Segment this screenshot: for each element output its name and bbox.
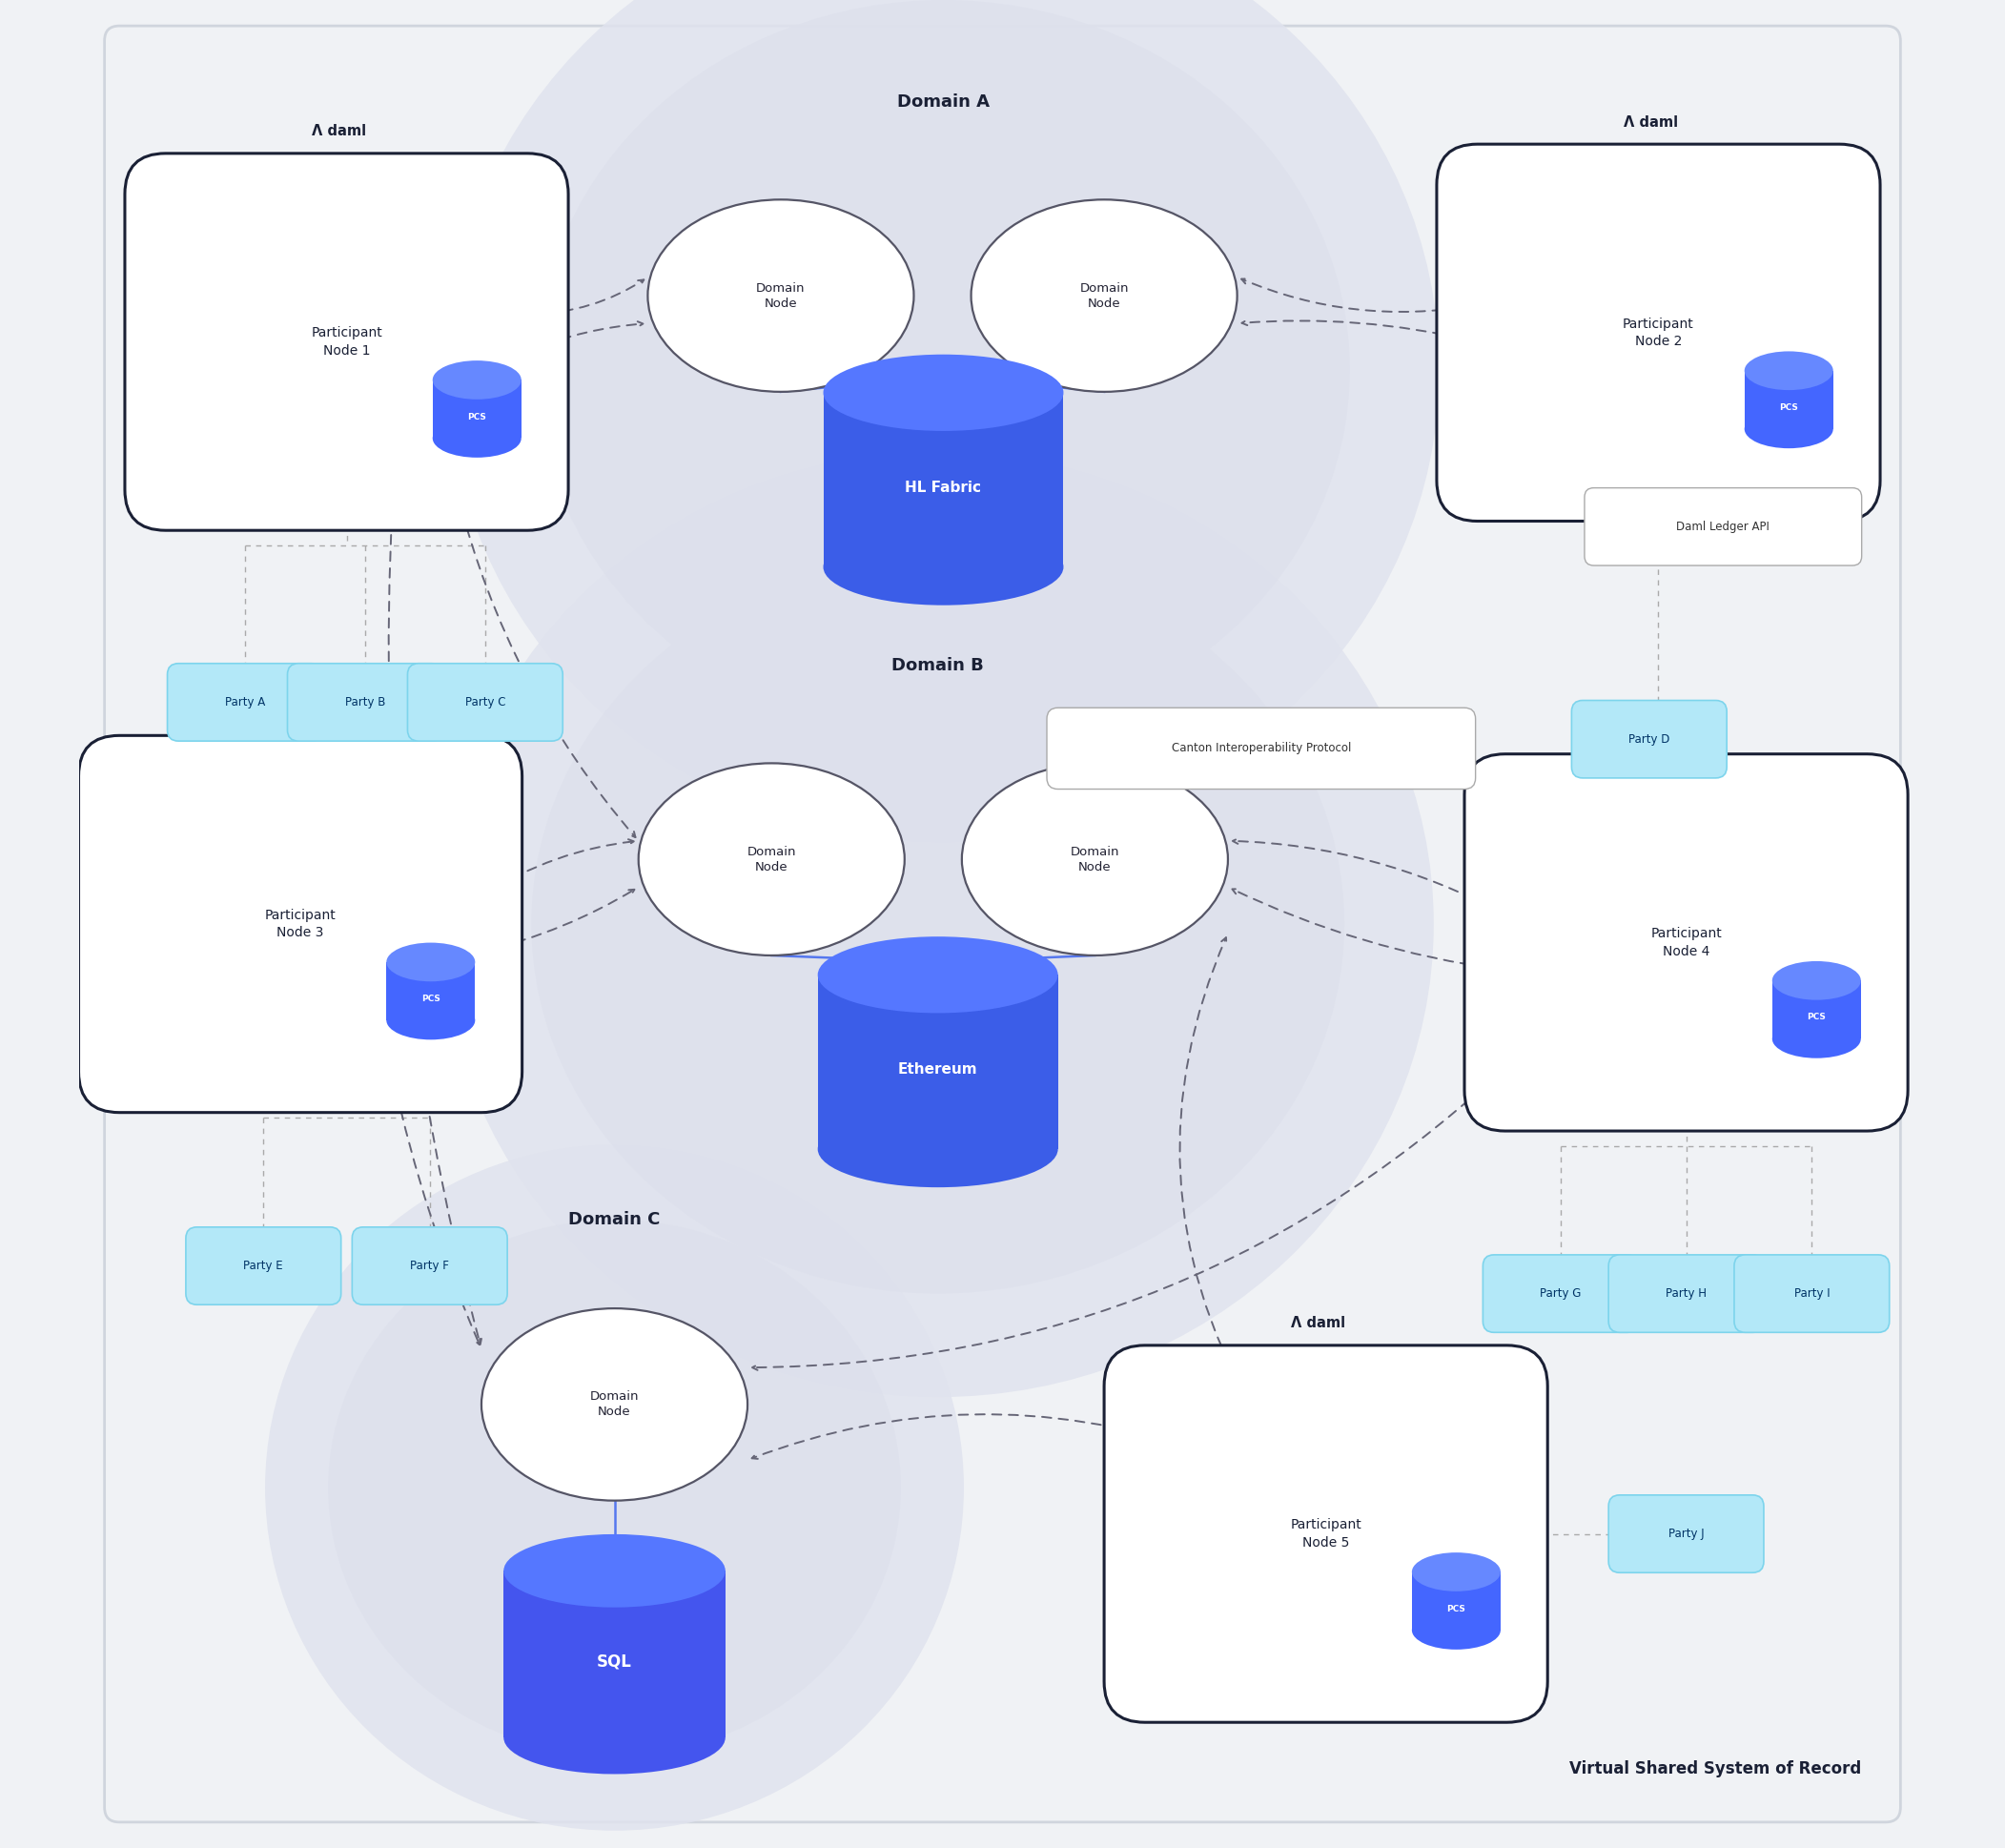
Text: Participant
Node 2: Participant Node 2 [1622,318,1694,347]
FancyBboxPatch shape [1105,1345,1548,1722]
Ellipse shape [265,1144,964,1831]
Text: Party G: Party G [1540,1288,1582,1299]
FancyBboxPatch shape [1438,144,1881,521]
Ellipse shape [503,1700,726,1774]
Text: Domain
Node: Domain Node [1071,846,1119,872]
FancyBboxPatch shape [124,153,567,530]
FancyBboxPatch shape [166,663,323,741]
Text: Ethereum: Ethereum [898,1063,978,1077]
Text: Domain
Node: Domain Node [756,283,806,309]
Polygon shape [818,976,1059,1149]
Text: Party D: Party D [1628,734,1670,745]
Text: PCS: PCS [1448,1604,1466,1613]
Text: Λ daml: Λ daml [1291,1316,1345,1331]
Text: Party J: Party J [1668,1528,1704,1539]
FancyBboxPatch shape [1047,708,1476,789]
Ellipse shape [387,942,475,981]
Text: Λ daml: Λ daml [313,124,367,139]
Text: Daml Ledger API: Daml Ledger API [1676,521,1770,532]
Text: Canton Interoperability Protocol: Canton Interoperability Protocol [1171,743,1351,754]
FancyBboxPatch shape [1464,754,1909,1131]
Polygon shape [1744,371,1833,429]
Polygon shape [824,394,1063,567]
Ellipse shape [537,0,1349,739]
Ellipse shape [329,1220,900,1756]
Text: Domain C: Domain C [569,1210,660,1229]
Ellipse shape [441,451,1434,1397]
Polygon shape [387,963,475,1020]
Ellipse shape [531,554,1343,1294]
Text: Λ daml: Λ daml [1624,115,1678,129]
Text: Participant
Node 3: Participant Node 3 [265,909,337,939]
Text: PCS: PCS [421,994,441,1003]
Ellipse shape [387,1002,475,1040]
Ellipse shape [1772,961,1861,1000]
Text: Domain B: Domain B [892,656,984,675]
Text: Virtual Shared System of Record: Virtual Shared System of Record [1570,1761,1863,1778]
Polygon shape [503,1571,726,1737]
Ellipse shape [1412,1552,1500,1591]
FancyBboxPatch shape [407,663,563,741]
Text: Participant
Node 5: Participant Node 5 [1289,1519,1361,1549]
Ellipse shape [447,0,1440,843]
Ellipse shape [481,1308,748,1501]
FancyBboxPatch shape [186,1227,341,1305]
FancyBboxPatch shape [78,736,521,1112]
Ellipse shape [970,200,1237,392]
FancyBboxPatch shape [1572,700,1726,778]
Text: Participant
Node 4: Participant Node 4 [1650,928,1722,957]
Ellipse shape [962,763,1227,955]
Text: Λ daml: Λ daml [267,706,321,721]
Ellipse shape [433,419,521,458]
Text: SQL: SQL [597,1652,632,1671]
Text: Domain
Node: Domain Node [1079,283,1129,309]
Ellipse shape [1772,1020,1861,1059]
Ellipse shape [1412,1611,1500,1650]
Text: PCS: PCS [467,412,487,421]
Ellipse shape [818,1111,1059,1188]
Ellipse shape [648,200,914,392]
Ellipse shape [824,355,1063,431]
Text: Party A: Party A [225,697,265,708]
Text: Participant
Node 1: Participant Node 1 [311,327,383,357]
Ellipse shape [1744,410,1833,449]
Text: Party F: Party F [411,1260,449,1271]
Polygon shape [1772,981,1861,1039]
FancyBboxPatch shape [1584,488,1863,565]
FancyBboxPatch shape [287,663,443,741]
Text: Domain A: Domain A [896,92,990,111]
Text: Λ daml: Λ daml [1652,724,1706,739]
FancyBboxPatch shape [353,1227,507,1305]
Text: Party C: Party C [465,697,505,708]
Text: PCS: PCS [1778,403,1798,412]
Text: Domain
Node: Domain Node [748,846,796,872]
Text: Party I: Party I [1794,1288,1831,1299]
FancyBboxPatch shape [1734,1255,1889,1332]
Text: Party E: Party E [243,1260,283,1271]
Text: Domain
Node: Domain Node [589,1392,640,1417]
Ellipse shape [824,529,1063,606]
Polygon shape [433,381,521,438]
FancyBboxPatch shape [1608,1255,1764,1332]
Ellipse shape [433,360,521,399]
Text: Party B: Party B [345,697,385,708]
Ellipse shape [638,763,904,955]
Text: PCS: PCS [1807,1013,1827,1022]
Ellipse shape [1744,351,1833,390]
FancyBboxPatch shape [1484,1255,1638,1332]
Text: Party H: Party H [1666,1288,1706,1299]
FancyBboxPatch shape [1608,1495,1764,1573]
Ellipse shape [818,937,1059,1013]
Ellipse shape [503,1534,726,1608]
Text: HL Fabric: HL Fabric [904,480,982,495]
Polygon shape [1412,1573,1500,1630]
